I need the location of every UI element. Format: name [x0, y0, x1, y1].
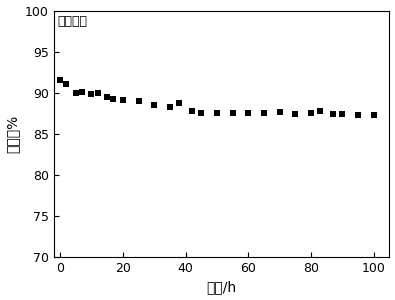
X-axis label: 时间/h: 时间/h	[207, 280, 237, 294]
Text: 实施例一: 实施例一	[57, 16, 87, 28]
Y-axis label: 转化率%: 转化率%	[6, 115, 20, 153]
